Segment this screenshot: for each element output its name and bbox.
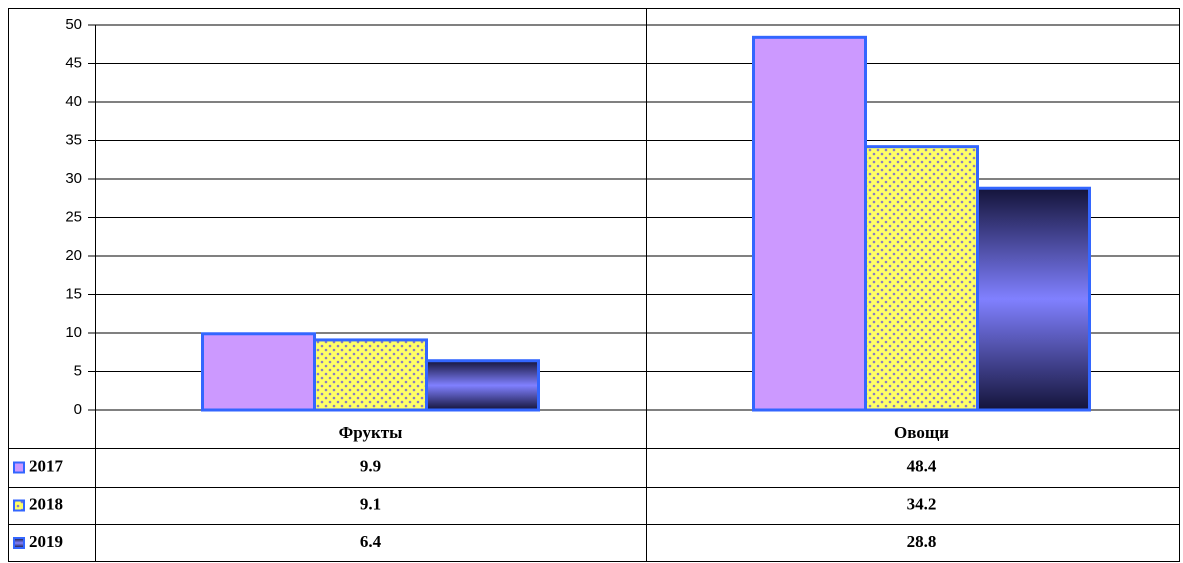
table-value: 9.1 bbox=[360, 494, 381, 513]
x-tick-label: Фрукты bbox=[339, 423, 403, 442]
x-tick-label: Овощи bbox=[894, 423, 949, 442]
bar bbox=[425, 359, 540, 412]
legend-label: 2018 bbox=[29, 494, 63, 513]
y-tick-label: 40 bbox=[65, 93, 82, 110]
y-tick-label: 35 bbox=[65, 131, 82, 148]
y-tick-label: 5 bbox=[74, 362, 82, 379]
legend-key bbox=[13, 499, 25, 512]
legend-label: 2019 bbox=[29, 532, 63, 551]
y-tick-label: 50 bbox=[65, 16, 82, 33]
table-value: 28.8 bbox=[907, 532, 937, 551]
table-value: 34.2 bbox=[907, 494, 937, 513]
y-tick-label: 30 bbox=[65, 170, 82, 187]
legend-key bbox=[13, 461, 25, 474]
y-tick-label: 25 bbox=[65, 208, 82, 225]
y-tick-label: 45 bbox=[65, 54, 82, 71]
legend-key bbox=[13, 537, 25, 549]
table-value: 6.4 bbox=[360, 532, 382, 551]
bar bbox=[864, 145, 979, 412]
bar bbox=[313, 338, 428, 412]
y-tick-label: 20 bbox=[65, 247, 82, 264]
y-tick-label: 10 bbox=[65, 324, 82, 341]
chart-border bbox=[8, 8, 1180, 562]
y-tick-label: 0 bbox=[74, 401, 82, 418]
table-value: 9.9 bbox=[360, 456, 381, 475]
legend-label: 2017 bbox=[29, 456, 64, 475]
bar bbox=[976, 186, 1091, 412]
table-value: 48.4 bbox=[907, 456, 937, 475]
bar bbox=[752, 35, 867, 412]
bar bbox=[201, 332, 316, 412]
y-tick-label: 15 bbox=[65, 285, 82, 302]
